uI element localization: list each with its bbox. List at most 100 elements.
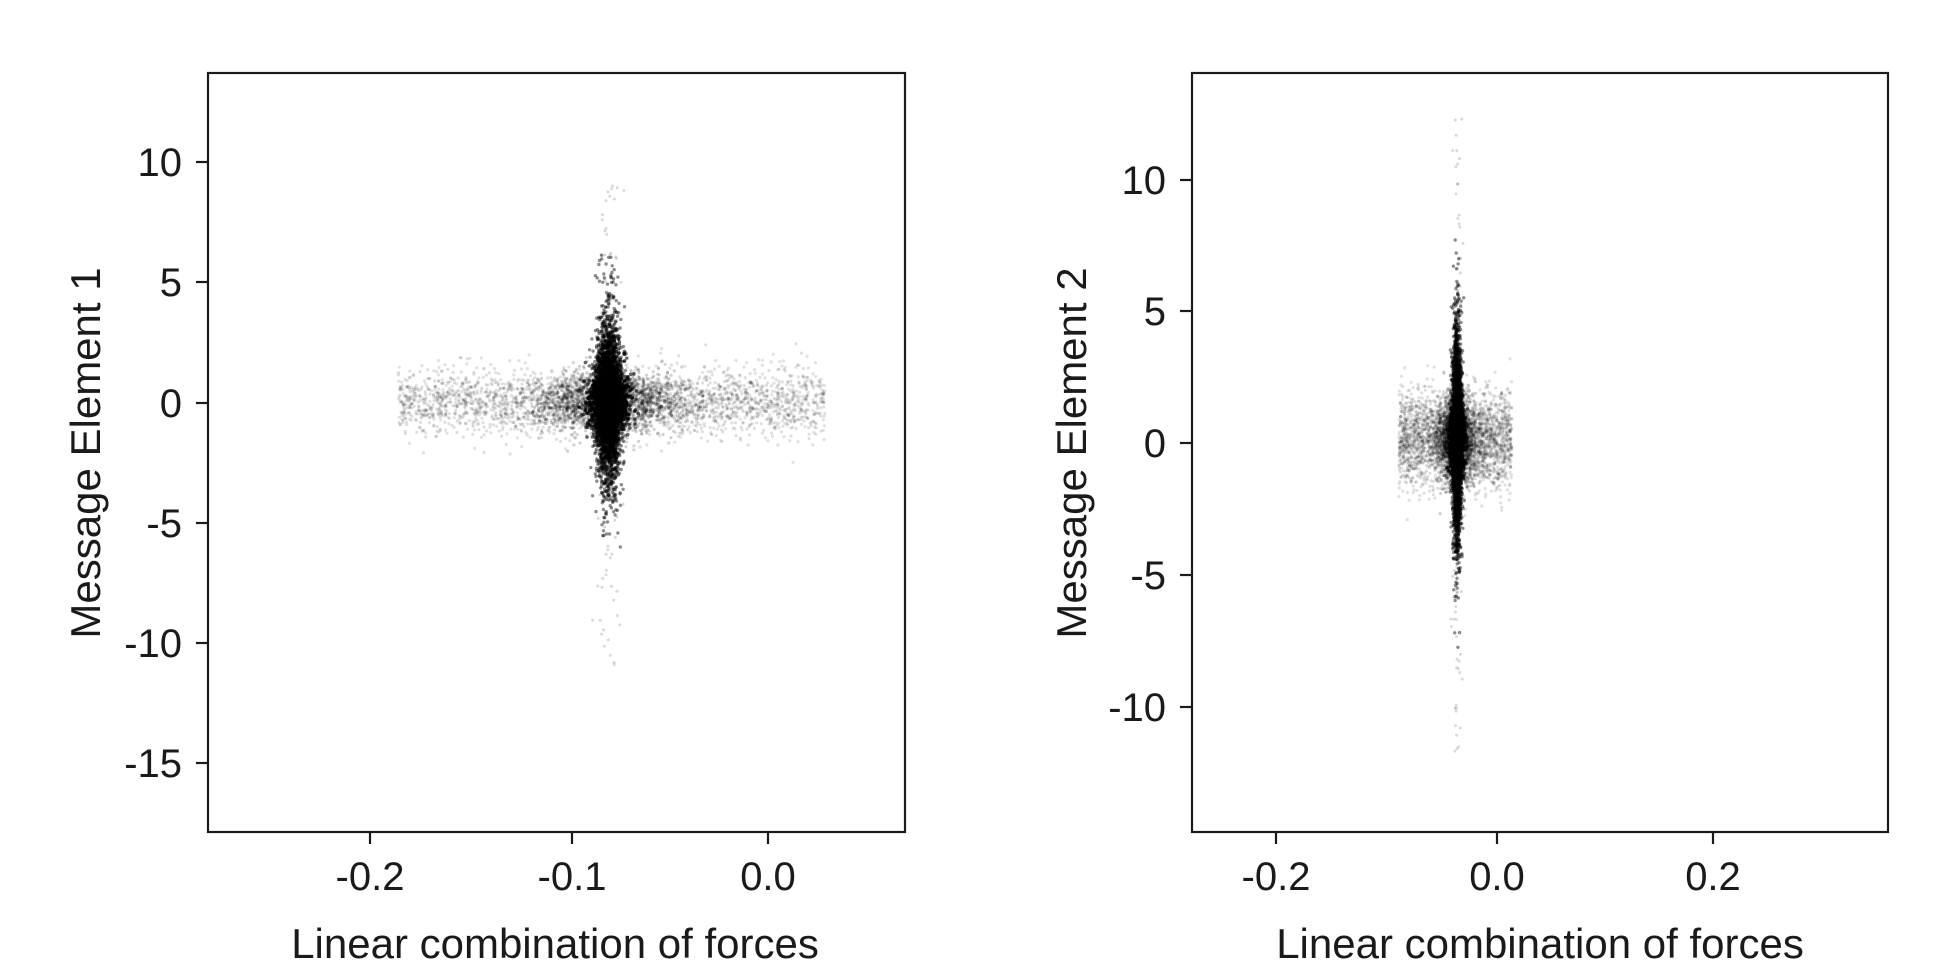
scatter-point <box>557 418 561 422</box>
scatter-point <box>719 438 723 443</box>
scatter-point <box>493 417 497 421</box>
scatter-point <box>763 376 767 380</box>
scatter-point <box>478 398 482 402</box>
scatter-point <box>725 407 729 411</box>
scatter-point <box>481 421 485 425</box>
scatter-point <box>624 445 628 449</box>
scatter-point <box>418 426 422 430</box>
scatter-point <box>455 390 459 394</box>
scatter-point <box>760 363 764 367</box>
scatter-point <box>730 393 734 397</box>
scatter-point <box>786 392 790 397</box>
scatter-point <box>443 363 447 367</box>
scatter-point <box>776 402 780 406</box>
scatter-point <box>505 432 509 436</box>
scatter-point <box>774 378 778 382</box>
scatter-point <box>653 409 657 413</box>
scatter-point <box>410 414 414 419</box>
scatter-point <box>510 389 514 393</box>
scatter-point <box>552 411 556 415</box>
scatter-point <box>416 387 420 391</box>
scatter-point <box>663 407 667 411</box>
scatter-point <box>587 364 591 368</box>
scatter-point <box>781 424 785 428</box>
scatter-point <box>496 416 500 420</box>
scatter-point <box>397 420 401 424</box>
scatter-point <box>405 384 409 389</box>
scatter-point <box>545 376 550 380</box>
scatter-point <box>509 427 513 431</box>
scatter-point <box>492 396 496 400</box>
scatter-point <box>723 392 727 396</box>
scatter-point <box>529 422 533 426</box>
scatter-point <box>639 432 644 436</box>
scatter-point <box>720 399 724 403</box>
scatter-point <box>453 401 458 405</box>
scatter-point <box>777 391 781 395</box>
scatter-point <box>485 429 489 433</box>
scatter-point <box>402 410 406 414</box>
scatter-point <box>720 428 724 432</box>
scatter-point <box>421 408 425 412</box>
scatter-point <box>718 385 722 389</box>
scatter-point <box>571 361 575 365</box>
scatter-point <box>498 413 502 417</box>
scatter-point <box>704 343 708 347</box>
scatter-point <box>416 404 421 408</box>
scatter-point <box>397 365 401 369</box>
scatter-point <box>781 419 785 423</box>
scatter-point <box>553 386 557 390</box>
scatter-point <box>423 392 427 396</box>
scatter-point <box>539 397 543 401</box>
scatter-point <box>405 379 409 383</box>
scatter-point <box>634 430 638 434</box>
scatter-point <box>549 418 553 422</box>
scatter-point <box>435 429 439 433</box>
scatter-point <box>701 406 705 410</box>
scatter-point <box>762 409 766 413</box>
scatter-point <box>705 378 709 382</box>
scatter-point <box>770 393 774 397</box>
scatter-point <box>451 404 455 408</box>
scatter-point <box>781 359 786 363</box>
scatter-point <box>402 414 406 418</box>
scatter-point <box>719 410 723 414</box>
scatter-point <box>713 367 717 371</box>
scatter-point <box>493 380 497 384</box>
scatter-point <box>400 413 404 417</box>
scatter-point <box>407 397 411 401</box>
scatter-point <box>447 412 452 416</box>
scatter-point <box>695 430 700 434</box>
scatter-point <box>579 421 583 425</box>
scatter-point <box>797 363 801 368</box>
scatter-point <box>679 381 683 385</box>
scatter-point <box>784 395 788 399</box>
scatter-point <box>489 381 493 385</box>
scatter-point <box>573 436 578 440</box>
scatter-point <box>702 365 707 369</box>
scatter-point <box>484 383 488 387</box>
scatter-point <box>398 400 402 404</box>
scatter-point <box>724 390 729 394</box>
scatter-point <box>513 368 517 372</box>
scatter-point <box>513 400 517 404</box>
scatter-point <box>771 352 775 356</box>
scatter-point <box>773 425 777 429</box>
scatter-point <box>655 395 660 399</box>
scatter-point <box>668 400 672 404</box>
scatter-point <box>666 403 670 407</box>
scatter-point <box>822 438 826 442</box>
scatter-point <box>546 382 550 386</box>
scatter-point <box>738 417 742 421</box>
scatter-point <box>701 413 706 417</box>
scatter-point <box>783 365 787 369</box>
scatter-point <box>667 406 671 410</box>
scatter-point <box>806 366 811 370</box>
scatter-point <box>515 427 520 431</box>
scatter-point <box>468 356 472 360</box>
scatter-point <box>767 413 772 417</box>
scatter-point <box>523 406 527 410</box>
scatter-point <box>649 400 653 404</box>
scatter-point <box>643 410 647 414</box>
scatter-point <box>531 378 535 382</box>
